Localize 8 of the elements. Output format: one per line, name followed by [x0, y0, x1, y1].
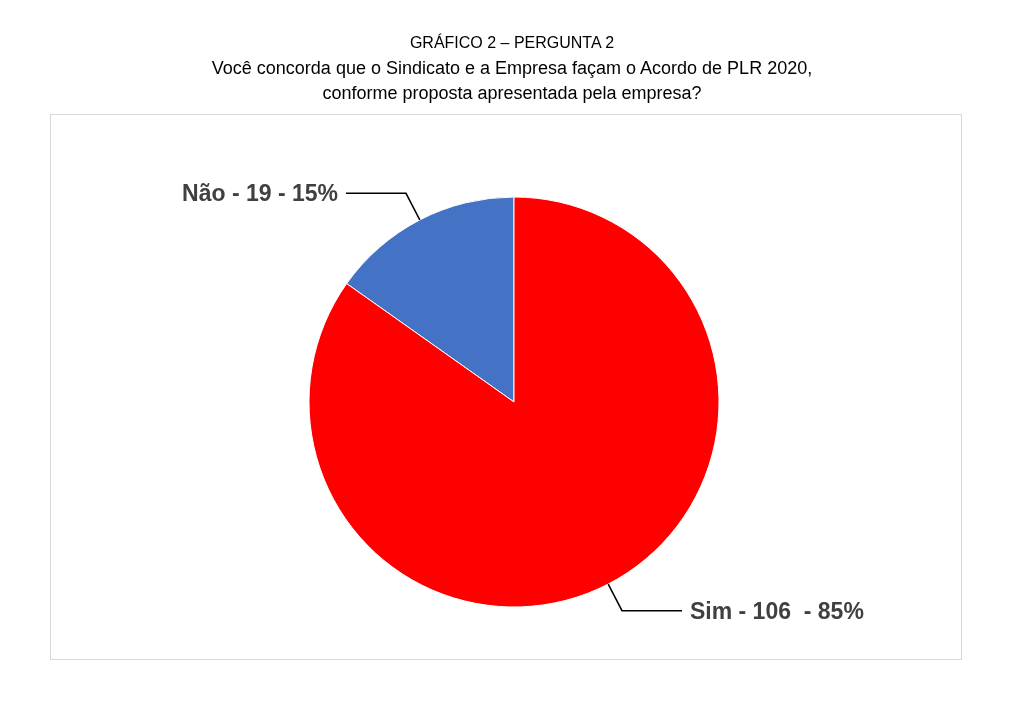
text: -: [738, 597, 747, 624]
data-label: 19 - 15%: [245, 180, 339, 207]
chart-subtitle: Você concorda que o Sindicato e a Empresa façam o Acordo de PLR 2020, conforme proposta apresentada pela empresa?: [210, 57, 814, 105]
slice-label: Sim: [690, 597, 733, 624]
data-label: 106 - 85%: [752, 597, 864, 624]
chart-title: GRÁFICO 2 – PERGUNTA 2: [408, 32, 616, 53]
slice-label: Não: [182, 180, 226, 207]
text: -: [231, 180, 240, 207]
